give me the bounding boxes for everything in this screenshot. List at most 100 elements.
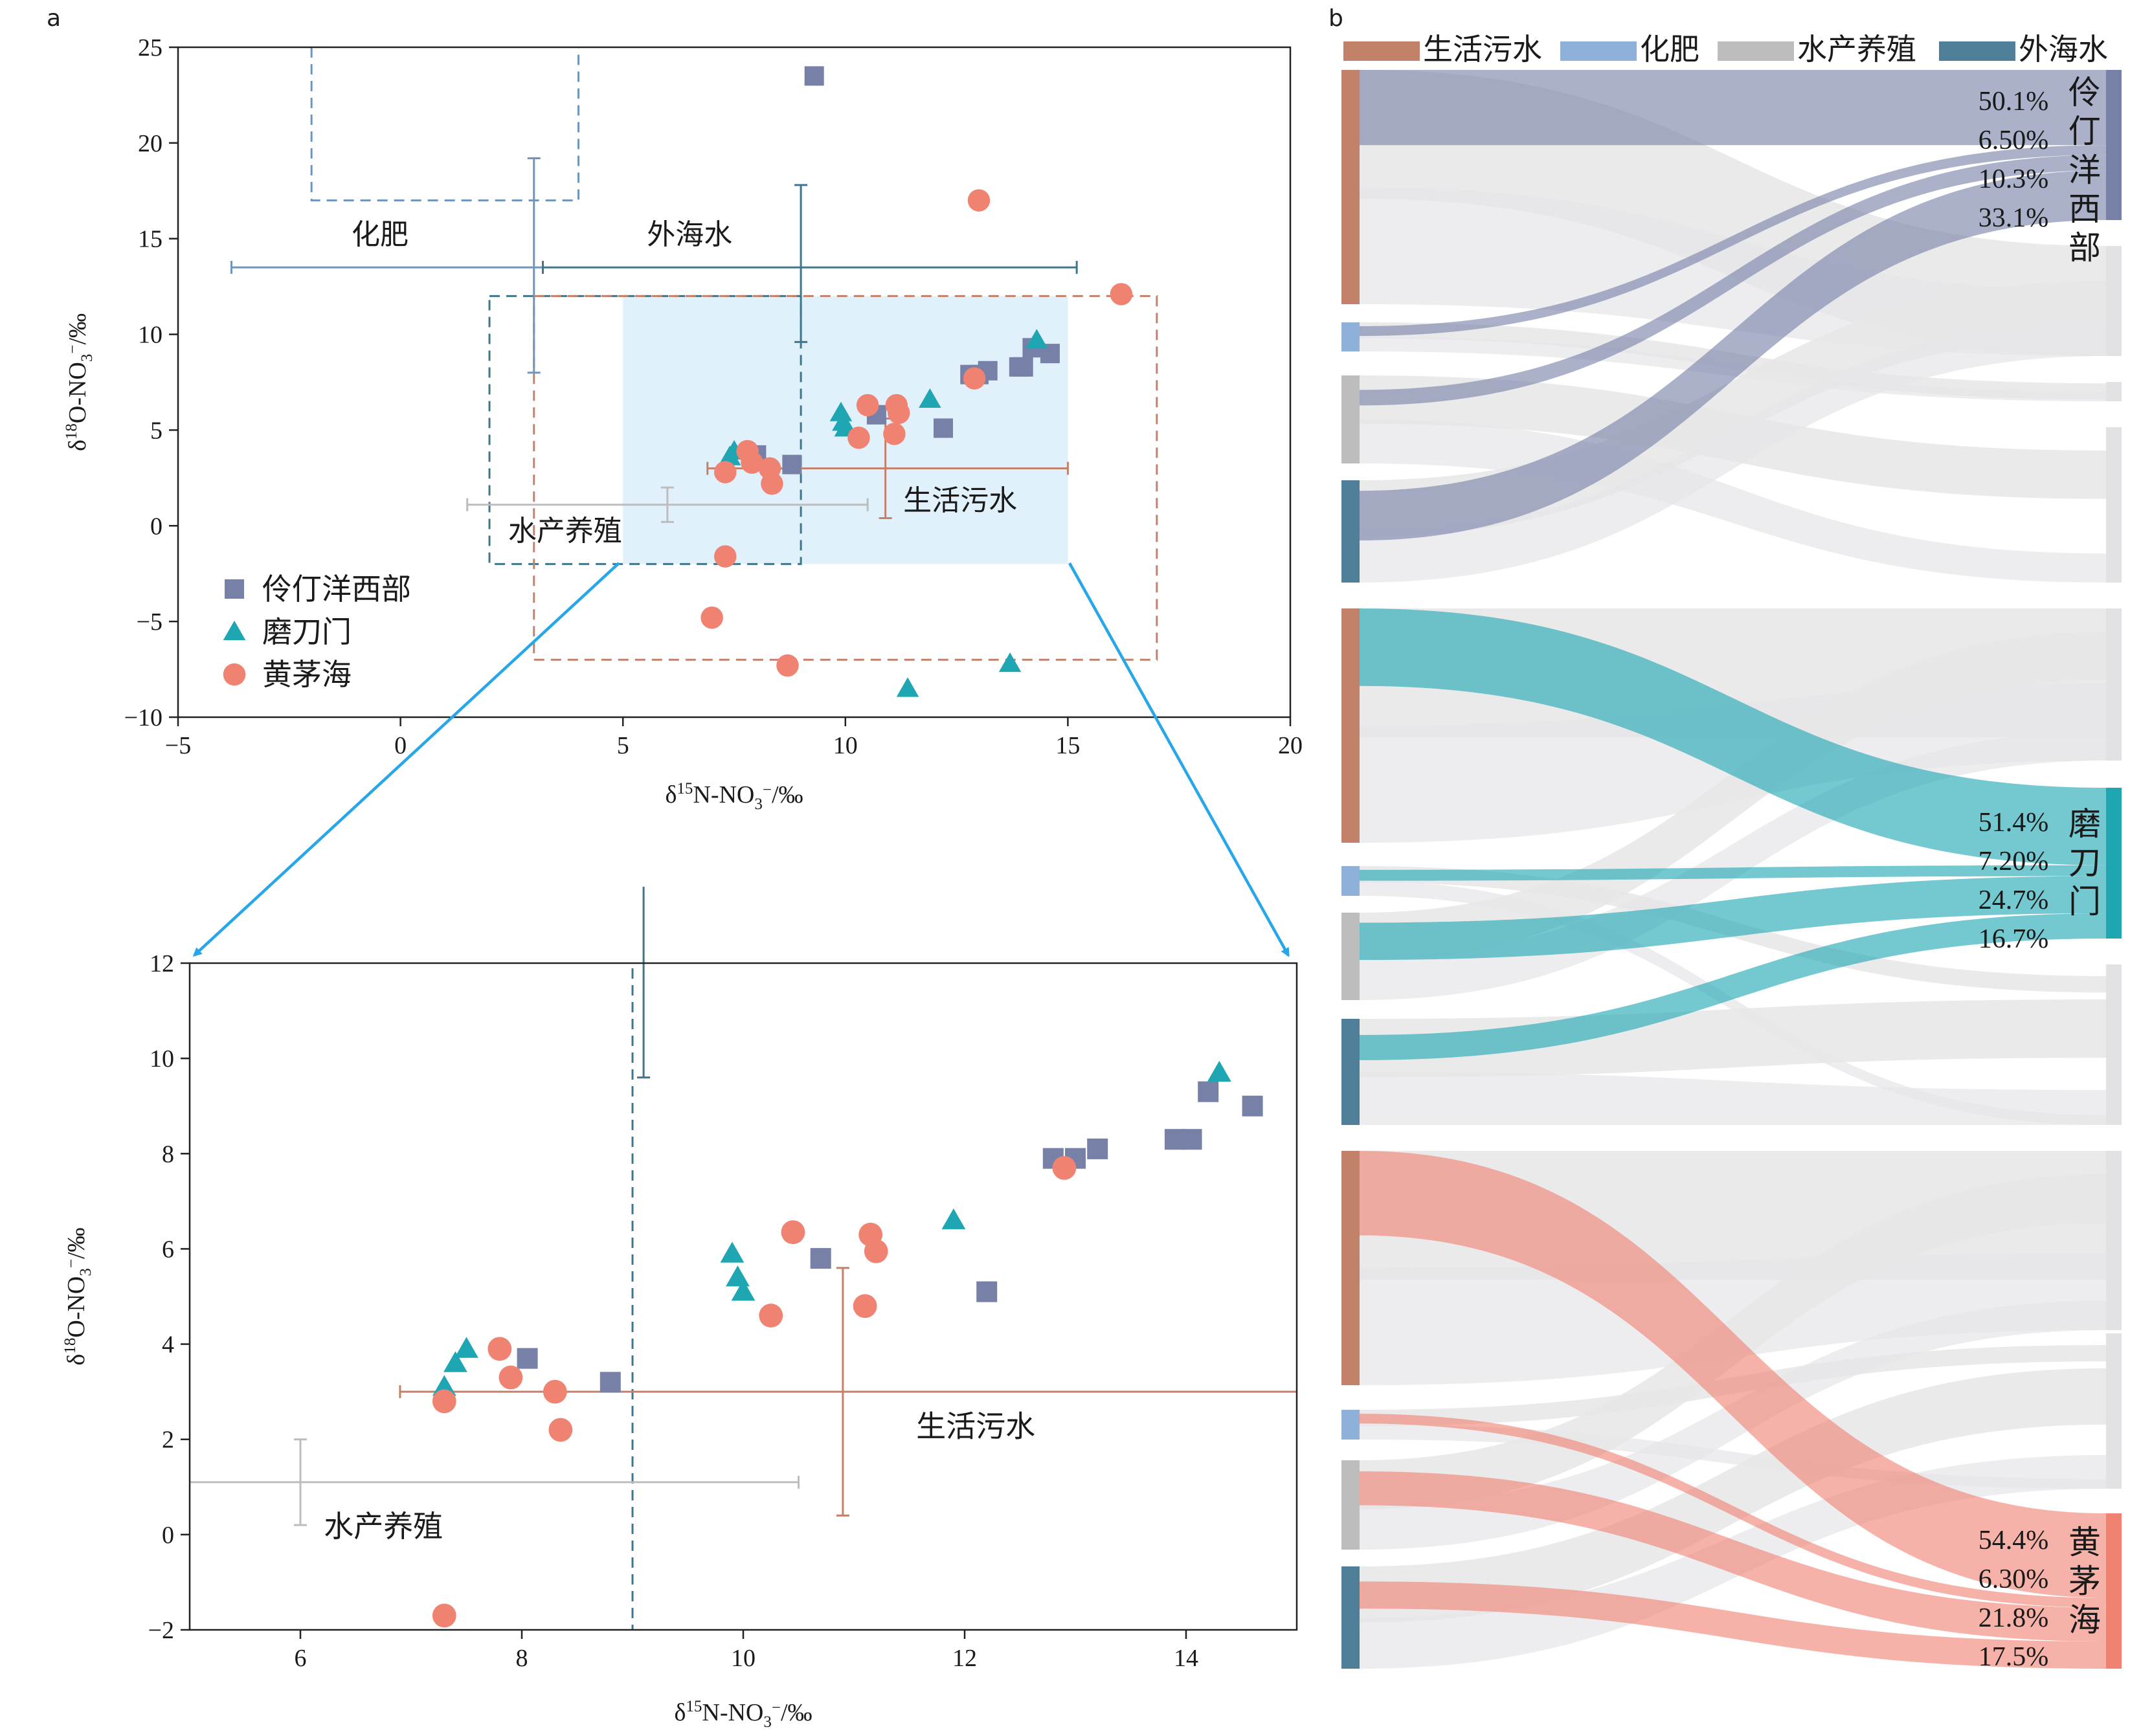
panel-label-a: a: [47, 5, 61, 32]
target-node: [2106, 1513, 2122, 1669]
legend-marker: [225, 579, 244, 599]
y-tick-label: 6: [162, 1236, 174, 1263]
data-point: [499, 1365, 523, 1390]
series-2: [432, 1155, 1077, 1628]
x-axis-label: δ15N-NO3−/‰: [665, 780, 803, 813]
legend-label: 黄茅海: [262, 657, 352, 692]
flow-生活污水: [1360, 1151, 2106, 1598]
flow-化肥: [1360, 865, 2106, 881]
zoom-arrow-left: [192, 562, 620, 957]
source-node: [1341, 1410, 1360, 1440]
target-label-char: 西: [2068, 190, 2101, 228]
other-target-bar: [2106, 964, 2122, 1125]
legend-marker: [223, 663, 246, 686]
x-tick-label: 0: [394, 732, 407, 759]
source-label: 水产养殖: [508, 515, 622, 548]
flow-化肥: [1360, 145, 2106, 337]
data-point: [967, 189, 991, 212]
y-axis-label: δ18O-NO3−/‰: [63, 313, 96, 451]
data-point: [781, 1220, 805, 1245]
data-point: [933, 418, 953, 438]
data-point: [454, 1337, 478, 1358]
legend-marker: [223, 620, 246, 640]
flow-外海水: [1360, 913, 2106, 1060]
y-tick-label: 8: [162, 1141, 174, 1168]
target-label-char: 伶: [2068, 74, 2101, 111]
x-tick-label: 8: [516, 1645, 528, 1672]
share-label: 10.3%: [1978, 164, 2049, 194]
data-point: [776, 654, 799, 677]
fertilizer_box: [310, 47, 579, 202]
legend-label: 化肥: [1640, 32, 1699, 67]
target-label-char: 海: [2068, 1601, 2101, 1639]
sankey-block-1: 51.4% 7.20% 24.7% 16.7% 磨刀门: [1341, 608, 2122, 1125]
legend-label: 外海水: [2019, 32, 2108, 67]
data-point: [1013, 357, 1033, 377]
source-node: [1341, 608, 1360, 843]
data-point: [714, 461, 737, 484]
x-tick-label: 14: [1174, 1645, 1198, 1672]
share-label: 33.1%: [1978, 203, 2049, 233]
target-label-char: 仃: [2068, 113, 2101, 150]
data-point: [829, 401, 853, 421]
y-tick-label: 0: [162, 1522, 174, 1549]
target-label-char: 磨: [2068, 805, 2101, 843]
errorbar-0: [230, 157, 544, 374]
data-point: [548, 1418, 573, 1442]
data-point: [759, 1304, 783, 1328]
source-node: [1341, 480, 1360, 583]
data-point: [432, 1603, 456, 1628]
data-point: [517, 1348, 538, 1369]
background-flow: [1360, 632, 2106, 961]
data-point: [432, 1375, 456, 1396]
share-label: 16.7%: [1978, 924, 2049, 954]
data-point: [1110, 283, 1133, 306]
y-tick-label: 5: [150, 417, 163, 444]
y-tick-label: 20: [138, 130, 163, 157]
share-label: 51.4%: [1978, 808, 2049, 838]
other-target-bar: [2106, 1151, 2122, 1330]
other-target-bar: [2106, 1333, 2122, 1489]
flow-外海水: [1360, 170, 2106, 541]
data-point: [888, 401, 910, 425]
sankey-block-2: 54.4% 6.30% 21.8% 17.5% 黄茅海: [1341, 1151, 2122, 1672]
y-tick-label: 12: [150, 950, 174, 977]
target-label-char: 黄: [2068, 1524, 2101, 1561]
sankey-block-0: 50.1% 6.50% 10.3% 33.1% 伶仃洋西部: [1341, 70, 2122, 583]
y-tick-label: 15: [138, 226, 163, 253]
x-tick-label: 20: [1278, 732, 1303, 759]
share-label: 17.5%: [1978, 1642, 2049, 1672]
data-point: [1207, 1060, 1231, 1082]
share-label: 54.4%: [1978, 1526, 2049, 1555]
series-0: [517, 1081, 1263, 1393]
source-node: [1341, 322, 1360, 351]
flow-水产养殖: [1360, 155, 2106, 406]
flow-生活污水: [1360, 70, 2106, 146]
share-label: 24.7%: [1978, 885, 2049, 915]
legend-swatch: [1560, 41, 1637, 61]
data-point: [941, 1208, 966, 1230]
zoom-arrow-right: [1068, 562, 1290, 957]
data-point: [720, 1241, 745, 1263]
data-point: [600, 1372, 621, 1393]
y-tick-label: 10: [138, 322, 163, 349]
data-point: [1242, 1095, 1263, 1117]
target-label-char: 刀: [2068, 844, 2101, 882]
errorbar-3: [466, 486, 869, 523]
source-label: 水产养殖: [324, 1509, 443, 1544]
legend-label: 生活污水: [1423, 32, 1542, 67]
legend-swatch: [1939, 41, 2015, 61]
panel-label-b: b: [1328, 5, 1343, 32]
y-tick-label: 0: [150, 513, 163, 540]
x-tick-label: 6: [295, 1645, 307, 1672]
background-flow: [1360, 322, 2106, 583]
legend-swatch: [1718, 41, 1794, 61]
data-point: [543, 1379, 567, 1404]
background-flow: [1360, 1368, 2106, 1623]
zoom-arrows: [192, 562, 1290, 957]
data-point: [726, 1265, 750, 1287]
series-2: [701, 189, 1133, 677]
source-label: 生活污水: [903, 484, 1017, 517]
y-tick-label: 10: [150, 1045, 174, 1073]
x-axis-label: δ15N-NO3−/‰: [674, 1698, 812, 1731]
